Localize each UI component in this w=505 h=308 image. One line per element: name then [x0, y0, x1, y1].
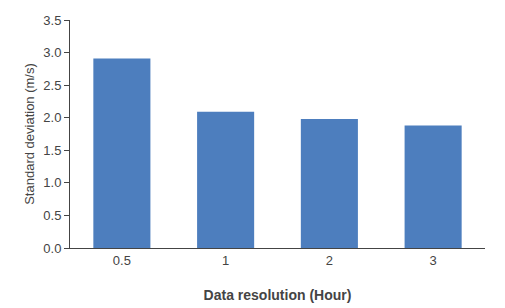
svg-text:0.5: 0.5 [43, 208, 61, 223]
svg-text:Data resolution (Hour): Data resolution (Hour) [204, 287, 352, 303]
svg-text:Standard deviation (m/s): Standard deviation (m/s) [22, 63, 37, 205]
svg-text:1.0: 1.0 [43, 175, 61, 190]
svg-text:1: 1 [222, 253, 229, 268]
svg-text:3.5: 3.5 [43, 13, 61, 28]
svg-text:2.0: 2.0 [43, 110, 61, 125]
svg-text:2.5: 2.5 [43, 78, 61, 93]
svg-text:0.0: 0.0 [43, 241, 61, 256]
svg-text:3: 3 [430, 253, 437, 268]
svg-text:1.5: 1.5 [43, 143, 61, 158]
svg-text:3.0: 3.0 [43, 45, 61, 60]
svg-text:2: 2 [326, 253, 333, 268]
svg-text:0.5: 0.5 [113, 253, 131, 268]
